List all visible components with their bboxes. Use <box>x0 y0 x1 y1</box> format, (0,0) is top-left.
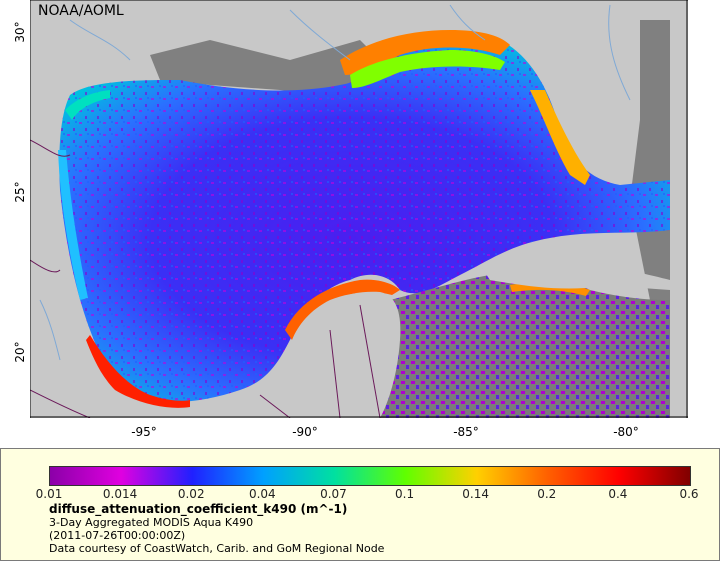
coastal-band-campeche <box>86 335 190 408</box>
caribbean-sea <box>370 273 670 418</box>
legend-text: diffuse_attenuation_coefficient_k490 (m^… <box>49 502 385 556</box>
florida <box>550 40 630 182</box>
coastal-band-texas <box>65 90 110 120</box>
lon-tick-95: -95° <box>131 425 157 439</box>
colorbar-tick-label: 0.4 <box>608 487 628 501</box>
yucatan <box>280 291 401 418</box>
colorbar-tick-label: 0.01 <box>35 487 63 501</box>
colorbar-tick-label: 0.6 <box>679 487 699 501</box>
ocean-color-map <box>30 0 688 418</box>
lon-tick-85: -85° <box>453 425 479 439</box>
data-credit: Data courtesy of CoastWatch, Carib. and … <box>49 542 385 555</box>
legend-panel: diffuse_attenuation_coefficient_k490 (m^… <box>0 448 720 561</box>
nodata-region-north <box>150 40 390 100</box>
map-panel[interactable] <box>30 0 688 418</box>
time-stamp: (2011-07-26T00:00:00Z) <box>49 529 186 542</box>
colorbar-tick-label: 0.014 <box>102 487 138 501</box>
coastal-band-north <box>340 30 510 75</box>
coastal-band-north-inner <box>350 50 505 88</box>
colorbar-tick-label: 0.02 <box>177 487 205 501</box>
coastal-band-florida <box>530 90 590 185</box>
rivers <box>39 4 631 361</box>
colorbar-tick-label: 0.14 <box>462 487 490 501</box>
colorbar-tick-label: 0.1 <box>395 487 415 501</box>
lon-tick-90: -90° <box>292 425 318 439</box>
lat-tick-25: 25° <box>13 181 27 203</box>
lat-tick-30: 30° <box>13 21 27 43</box>
product-name: 3-Day Aggregated MODIS Aqua K490 <box>49 516 254 529</box>
lon-tick-80: -80° <box>613 425 639 439</box>
colorbar-tick-label: 0.2 <box>537 487 557 501</box>
coastal-band-west <box>58 150 88 300</box>
lat-tick-20: 20° <box>13 341 27 363</box>
colorbar-tick-label: 0.07 <box>320 487 347 501</box>
coastal-band-yucatan <box>285 279 400 340</box>
borders <box>30 139 381 418</box>
variable-name: diffuse_attenuation_coefficient_k490 (m^… <box>49 502 348 516</box>
colorbar-tick-label: 0.04 <box>248 487 276 501</box>
colorbar <box>49 466 691 486</box>
frame-ticks <box>30 0 688 418</box>
agency-label: NOAA/AOML <box>38 3 124 19</box>
cuba <box>480 257 670 290</box>
